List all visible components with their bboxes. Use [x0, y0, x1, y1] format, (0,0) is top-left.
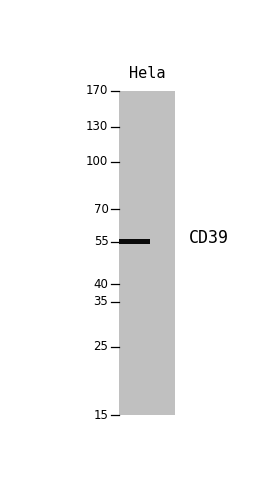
Text: Hela: Hela	[129, 67, 165, 81]
Bar	[119, 91, 175, 415]
Text: 25: 25	[93, 341, 108, 354]
Text: 55: 55	[94, 235, 108, 248]
Text: 70: 70	[93, 203, 108, 216]
Text: 130: 130	[86, 120, 108, 133]
Text: 35: 35	[94, 296, 108, 308]
Text: 170: 170	[86, 84, 108, 97]
Text: 100: 100	[86, 155, 108, 168]
Text: CD39: CD39	[189, 229, 229, 247]
Text: 15: 15	[93, 409, 108, 422]
Bar	[119, 239, 150, 244]
Text: 40: 40	[93, 278, 108, 291]
